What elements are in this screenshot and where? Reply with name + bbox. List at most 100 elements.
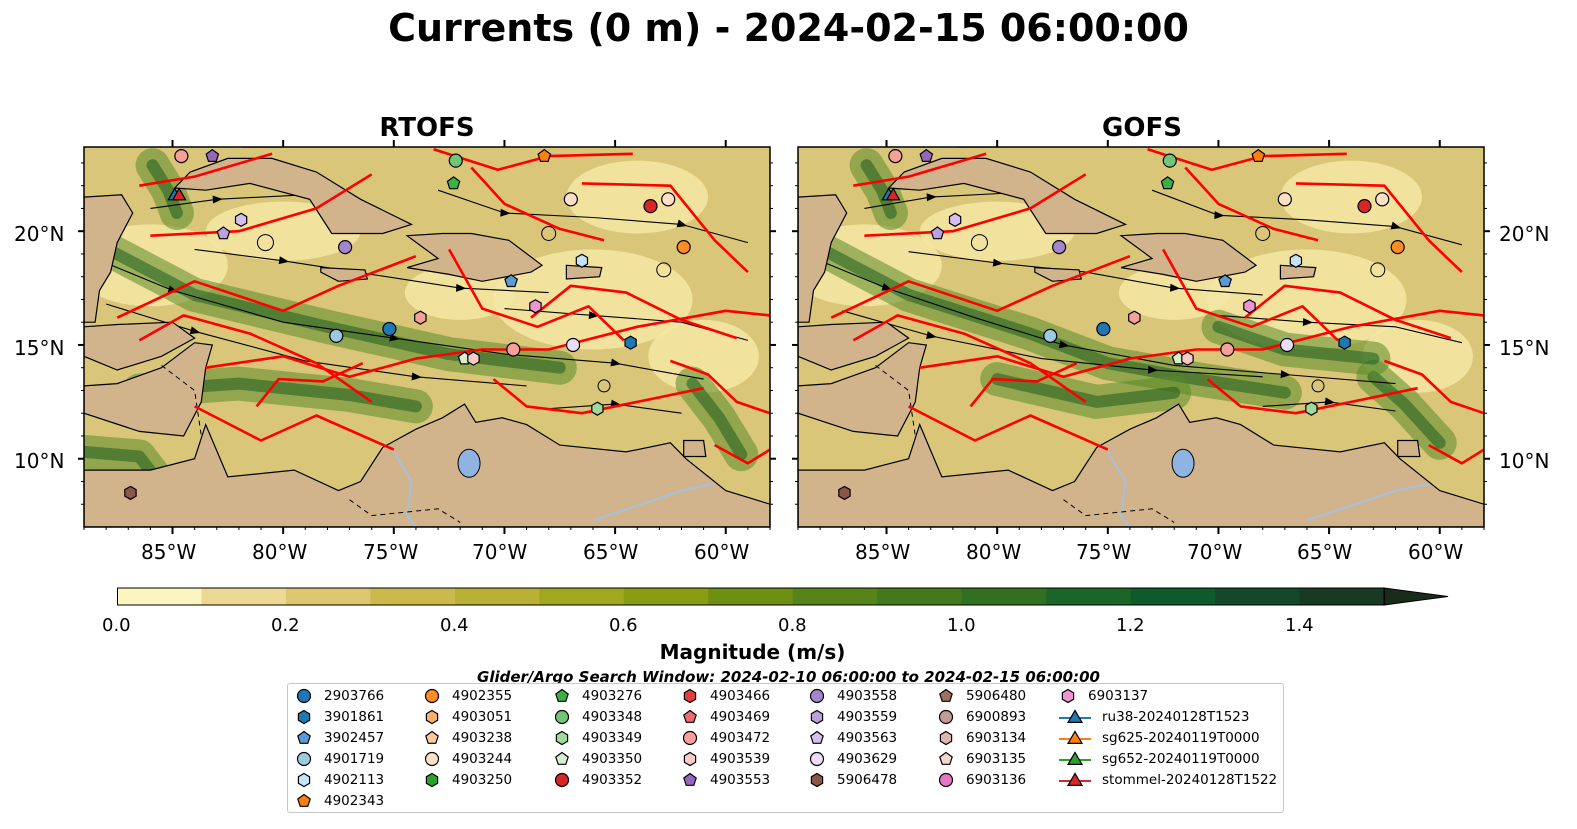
eddy-streamline <box>597 379 611 393</box>
legend: 2903766 3901861 3902457 4901719 4902113 49023… <box>287 683 1284 813</box>
argo-float-marker <box>563 192 578 207</box>
puerto-rico-land <box>565 264 603 280</box>
colorbar-label: Magnitude (m/s) <box>659 640 846 664</box>
legend-marker-icon <box>554 772 570 788</box>
argo-float-marker <box>329 328 344 343</box>
hurricane-track <box>1244 284 1452 340</box>
legend-label: 4903250 <box>452 772 513 788</box>
legend-marker-icon <box>683 772 697 786</box>
hurricane-track <box>255 362 364 408</box>
lat-label-20n-left: 20°N <box>14 222 65 246</box>
current-core <box>89 236 566 374</box>
colorbar-tick: 1.0 <box>947 615 976 636</box>
yucatan-land <box>798 194 848 323</box>
lon-label-85w-gofs: 85°W <box>855 540 911 564</box>
hurricane-track <box>205 309 770 379</box>
legend-label: ru38-20240128T1523 <box>1102 709 1250 725</box>
legend-label: 4903244 <box>452 751 513 767</box>
legend-marker-icon <box>425 709 439 725</box>
river <box>1106 451 1131 527</box>
legend-item: 4901719 <box>294 749 384 769</box>
argo-float-marker <box>1096 321 1111 337</box>
colorbar-segment <box>117 588 202 605</box>
streamline <box>1151 189 1463 246</box>
lon-label-80w-rtofs: 80°W <box>252 540 308 564</box>
legend-marker <box>296 751 312 767</box>
legend-item: 3902457 <box>294 728 384 748</box>
argo-float-marker <box>124 485 137 501</box>
colorbar-tick: 0.4 <box>440 615 469 636</box>
cuba-land <box>173 157 414 235</box>
river <box>392 451 417 527</box>
legend-marker <box>810 730 824 744</box>
legend-marker-icon <box>425 772 439 788</box>
legend-label: 3902457 <box>324 730 385 746</box>
hurricane-track <box>969 362 1078 408</box>
legend-item: 4903276 <box>552 686 642 706</box>
legend-label: 4903469 <box>710 709 771 725</box>
hurricane-track <box>139 152 273 187</box>
legend-marker-icon <box>297 772 311 788</box>
legend-marker-icon <box>296 688 312 704</box>
streamline-arrow <box>1058 340 1070 349</box>
current-core <box>686 377 748 461</box>
argo-float-marker <box>624 335 637 350</box>
legend-marker <box>939 688 953 702</box>
panel-title-gofs: GOFS <box>1102 113 1182 143</box>
colorbar-segment <box>877 588 963 605</box>
legend-label: 3901861 <box>324 709 385 725</box>
legend-label: 4903238 <box>452 730 513 746</box>
legend-marker <box>297 709 311 725</box>
streamline-arrow <box>278 256 290 265</box>
colorbar-segment <box>285 588 371 605</box>
legend-marker <box>425 709 439 725</box>
streamline <box>842 310 1263 378</box>
yucatan-land <box>84 194 134 323</box>
legend-marker-icon <box>682 730 698 746</box>
legend-label: 6903134 <box>966 730 1027 746</box>
streamline-arrow <box>411 372 422 381</box>
colorbar-tick: 0.6 <box>609 615 638 636</box>
lat-label-10n-left: 10°N <box>14 449 65 473</box>
argo-float-marker <box>888 149 903 164</box>
argo-float-marker <box>338 240 353 255</box>
legend-marker-icon <box>1059 709 1091 723</box>
legend-label: 4903553 <box>710 772 771 788</box>
river <box>592 482 715 522</box>
lon-label-85w-rtofs: 85°W <box>141 540 197 564</box>
legend-item: 4903472 <box>680 728 770 748</box>
legend-label: 4903051 <box>452 709 513 725</box>
legend-marker-icon <box>683 709 697 723</box>
hurricane-track <box>714 443 770 465</box>
hurricane-track <box>864 173 1087 237</box>
legend-marker <box>424 751 440 767</box>
streamline-arrow <box>500 208 511 217</box>
legend-marker <box>810 772 824 788</box>
lat-label-15n-left: 15°N <box>14 336 65 360</box>
legend-marker <box>809 751 825 767</box>
glider-marker <box>171 187 187 201</box>
legend-marker <box>554 772 570 788</box>
lake-maracaibo <box>457 448 481 478</box>
colorbar-tick: 1.2 <box>1116 615 1145 636</box>
colorbar-segment <box>623 588 709 605</box>
legend-marker-icon <box>1061 688 1075 704</box>
legend-marker <box>683 772 697 786</box>
current-core <box>991 373 1181 408</box>
legend-marker <box>1066 709 1084 723</box>
legend-marker-icon <box>297 730 311 744</box>
legend-item: 4903563 <box>807 728 897 748</box>
legend-marker <box>938 772 954 788</box>
legend-item: 3901861 <box>294 707 384 727</box>
legend-marker-icon <box>1059 730 1091 744</box>
legend-label: 4903629 <box>837 751 898 767</box>
legend-marker-icon <box>424 751 440 767</box>
streamline-arrow <box>1169 283 1181 292</box>
eddy-streamline <box>1255 225 1271 241</box>
eddy-streamline <box>656 262 672 278</box>
eddy-streamline <box>1311 379 1325 393</box>
streamline-arrow <box>610 358 622 367</box>
trinidad-land <box>1397 439 1421 458</box>
eddy-streamline <box>970 234 988 252</box>
streamline-arrow <box>189 326 201 335</box>
